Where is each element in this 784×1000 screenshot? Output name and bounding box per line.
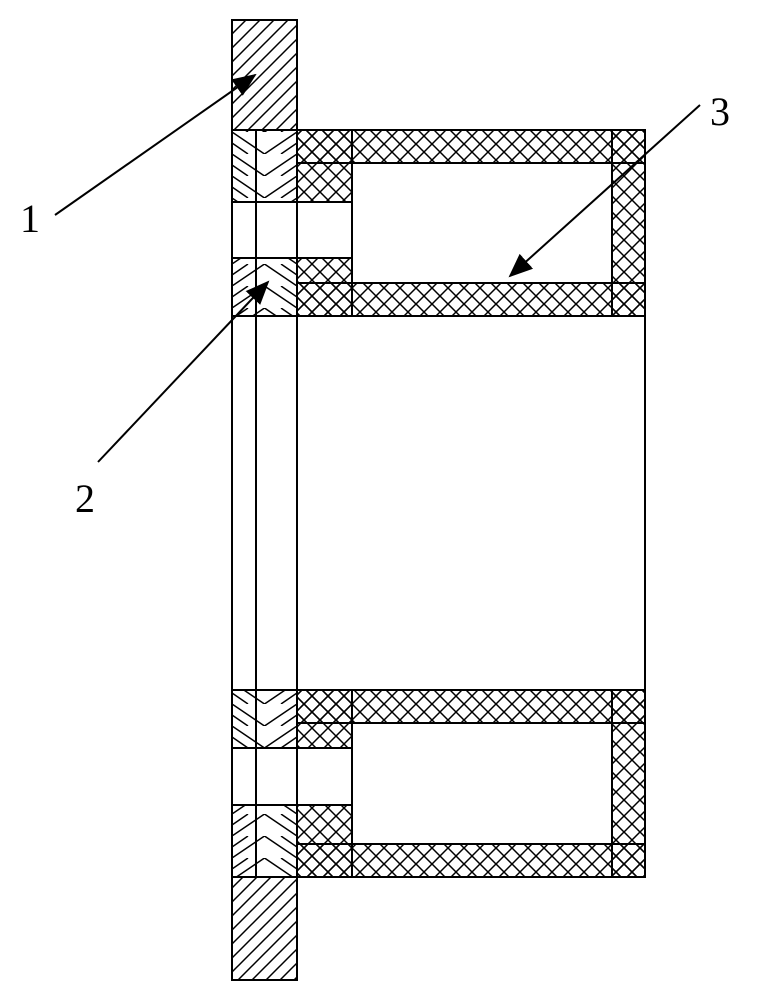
- crosshatch-left-bot-1: [297, 690, 352, 748]
- herringbone-block-1: [232, 130, 297, 202]
- cavity-top: [352, 163, 612, 283]
- callout-label-2: 2: [75, 475, 95, 522]
- crosshatch-left-top-2: [297, 258, 352, 316]
- herringbone-block-4: [232, 805, 297, 877]
- engineering-diagram: [0, 0, 784, 1000]
- crosshatch-left-bot-2: [297, 805, 352, 877]
- herringbone-block-3: [232, 690, 297, 748]
- callout-label-1: 1: [20, 195, 40, 242]
- crosshatch-left-top-1: [297, 130, 352, 202]
- cavity-bottom: [352, 723, 612, 844]
- leader-arrow-1: [55, 75, 255, 215]
- callout-label-3: 3: [710, 88, 730, 135]
